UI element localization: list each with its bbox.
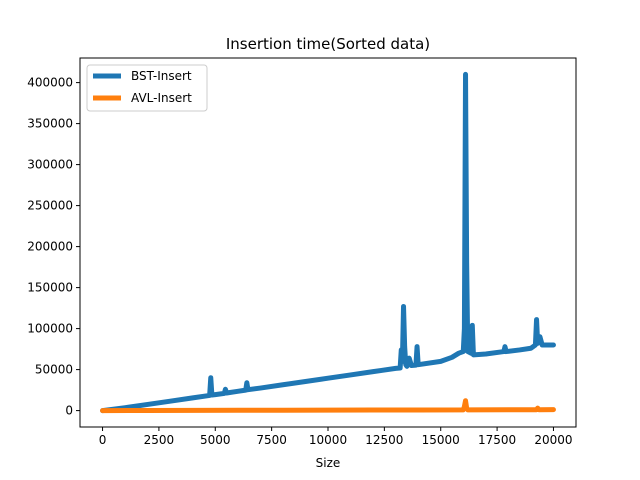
x-tick-label: 2500 — [144, 433, 175, 447]
y-tick-label: 300000 — [27, 158, 73, 172]
y-axis-ticks: 0 50000 100000 150000 200000 250000 300000 3500… — [27, 76, 80, 418]
series-line-2 — [100, 398, 556, 414]
y-tick-label: 100000 — [27, 322, 73, 336]
x-axis-ticks: 0 2500 5000 7500 10000 12500 15000 17500 20000 — [99, 427, 573, 447]
y-tick-label: 250000 — [27, 199, 73, 213]
y-tick-label: 0 — [65, 404, 73, 418]
x-tick-label: 17500 — [478, 433, 516, 447]
x-tick-label: 0 — [99, 433, 107, 447]
y-tick-label: 400000 — [27, 76, 73, 90]
series-line-1 — [100, 71, 556, 414]
legend: BST-Insert AVL-Insert — [86, 64, 208, 112]
x-tick-label: 12500 — [365, 433, 403, 447]
x-axis-label: Size — [316, 456, 341, 470]
x-tick-label: 5000 — [200, 433, 231, 447]
legend-label-2: AVL-Insert — [131, 91, 192, 105]
x-tick-label: 10000 — [309, 433, 347, 447]
x-tick-label: 20000 — [534, 433, 572, 447]
y-tick-label: 350000 — [27, 117, 73, 131]
legend-label-1: BST-Insert — [131, 69, 192, 83]
x-tick-label: 7500 — [256, 433, 287, 447]
x-tick-label: 15000 — [422, 433, 460, 447]
y-tick-label: 200000 — [27, 240, 73, 254]
y-tick-label: 150000 — [27, 281, 73, 295]
y-tick-label: 50000 — [35, 363, 73, 377]
chart-title: Insertion time(Sorted data) — [226, 35, 430, 53]
